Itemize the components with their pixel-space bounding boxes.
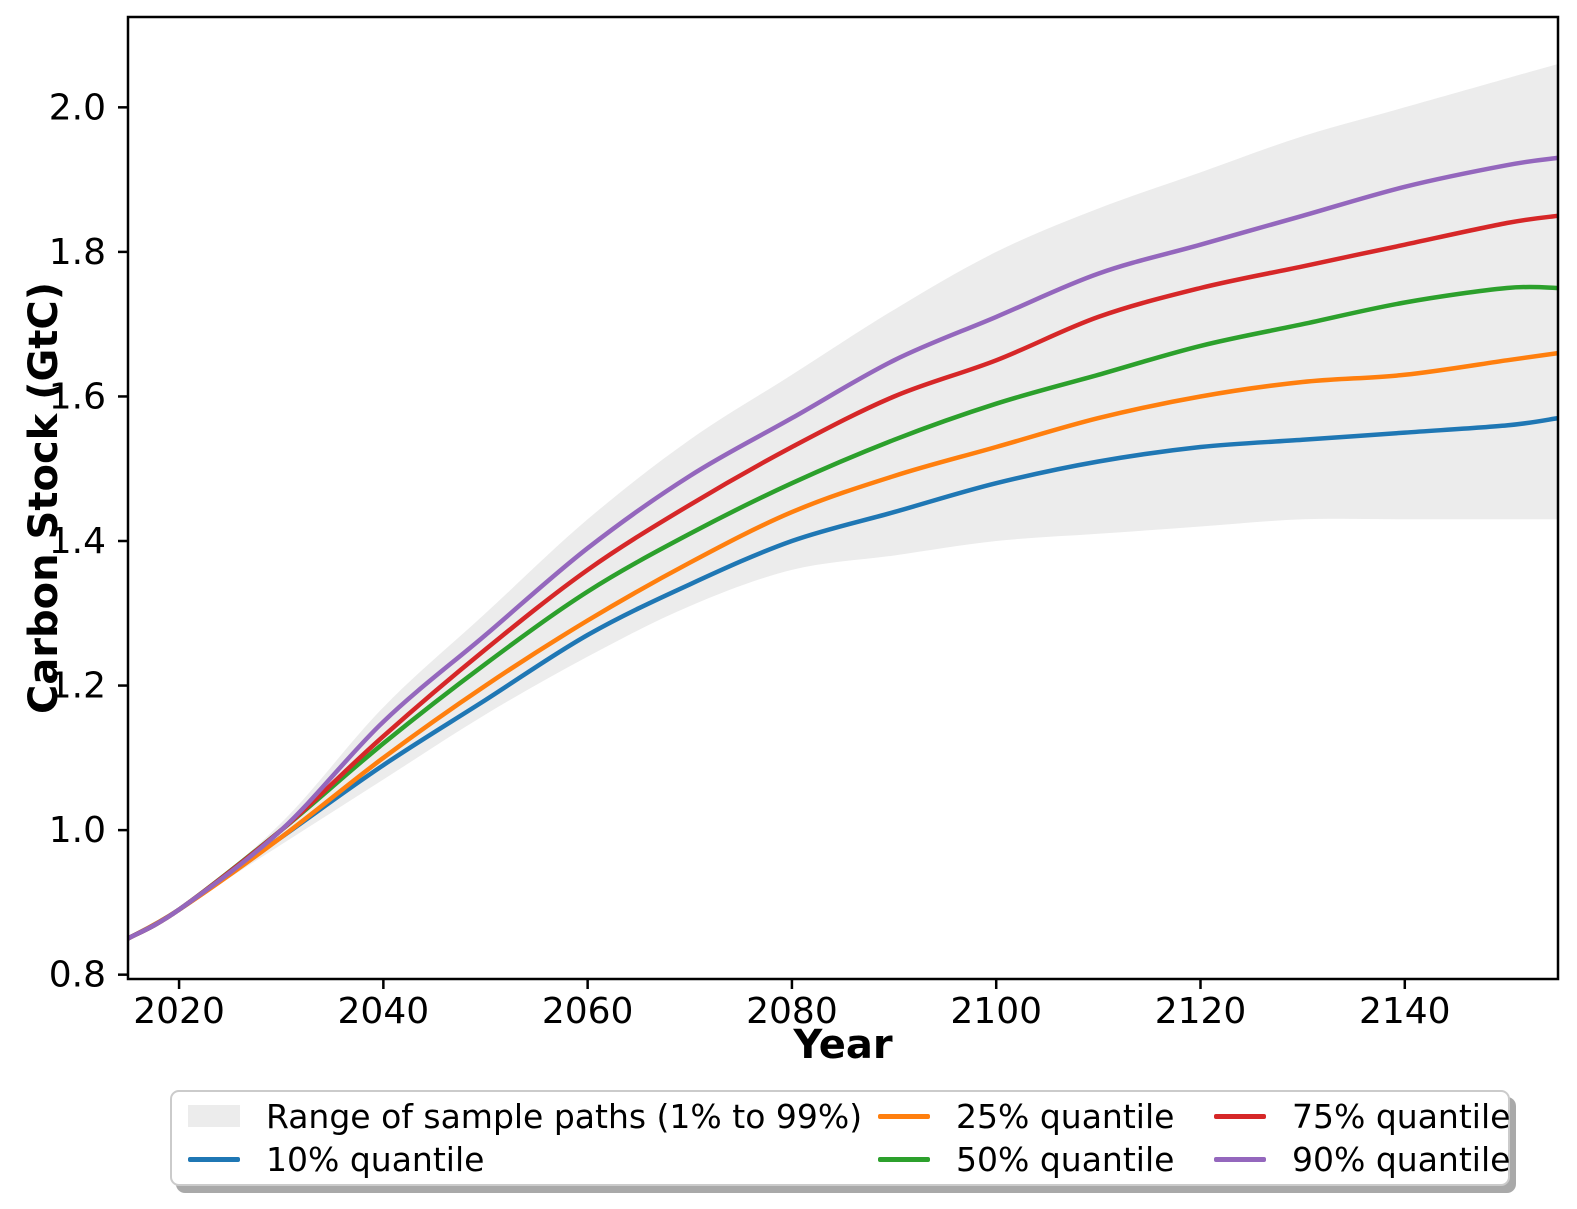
- legend: Range of sample paths (1% to 99%) 10% qu…: [170, 1090, 1510, 1186]
- legend-label: 10% quantile: [266, 1139, 485, 1179]
- x-tick-label: 2120: [1155, 991, 1247, 1032]
- quantile-90-line-swatch: [1214, 1156, 1266, 1162]
- y-tick-label: 2.0: [49, 87, 106, 128]
- legend-label: 90% quantile: [1292, 1139, 1511, 1179]
- legend-item-90pct-quantile: 90% quantile: [1214, 1138, 1510, 1180]
- legend-item-75pct-quantile: 75% quantile: [1214, 1095, 1510, 1137]
- legend-label: 75% quantile: [1292, 1096, 1511, 1136]
- x-tick-label: 2140: [1359, 991, 1451, 1032]
- sample-path-band: [128, 64, 1558, 939]
- x-tick-label: 2040: [338, 991, 430, 1032]
- legend-item-25pct-quantile: 25% quantile: [878, 1095, 1174, 1137]
- legend-label: 25% quantile: [956, 1096, 1175, 1136]
- x-tick-label: 2100: [950, 991, 1042, 1032]
- y-axis-label: Carbon Stock (GtC): [21, 281, 67, 715]
- plot-area: 2020 2040 2060 2080 2100 2120 2140 0.8 1.0 1.2 1.4…: [49, 15, 1560, 1032]
- y-tick-label: 1.2: [49, 666, 106, 707]
- y-tick-label: 1.8: [49, 232, 106, 273]
- quantile-50-line-swatch: [878, 1156, 930, 1162]
- legend-item-sample-range: Range of sample paths (1% to 99%): [188, 1095, 862, 1137]
- quantile-line-10pct: [126, 415, 1559, 941]
- legend-label: 50% quantile: [956, 1139, 1175, 1179]
- quantile-line-90pct: [126, 155, 1559, 941]
- x-axis-label: Year: [793, 1022, 893, 1068]
- quantile-10-line-swatch: [188, 1156, 240, 1162]
- quantile-line-25pct: [126, 350, 1559, 941]
- quantile-line-50pct: [126, 284, 1559, 941]
- legend-item-10pct-quantile: 10% quantile: [188, 1138, 484, 1180]
- plot-border: [126, 15, 1560, 981]
- y-tick-label: 1.6: [49, 376, 106, 417]
- quantile-line-75pct: [126, 213, 1559, 941]
- x-tick-label: 2060: [542, 991, 634, 1032]
- y-tick-label: 1.0: [49, 810, 106, 851]
- sample-range-swatch: [188, 1105, 240, 1127]
- legend-item-50pct-quantile: 50% quantile: [878, 1138, 1174, 1180]
- y-tick-label: 1.4: [49, 521, 106, 562]
- quantile-75-line-swatch: [1214, 1113, 1266, 1119]
- x-tick-label: 2080: [746, 991, 838, 1032]
- legend-label: Range of sample paths (1% to 99%): [266, 1096, 863, 1136]
- quantile-25-line-swatch: [878, 1113, 930, 1119]
- y-tick-label: 0.8: [49, 955, 106, 996]
- x-tick-label: 2020: [133, 991, 225, 1032]
